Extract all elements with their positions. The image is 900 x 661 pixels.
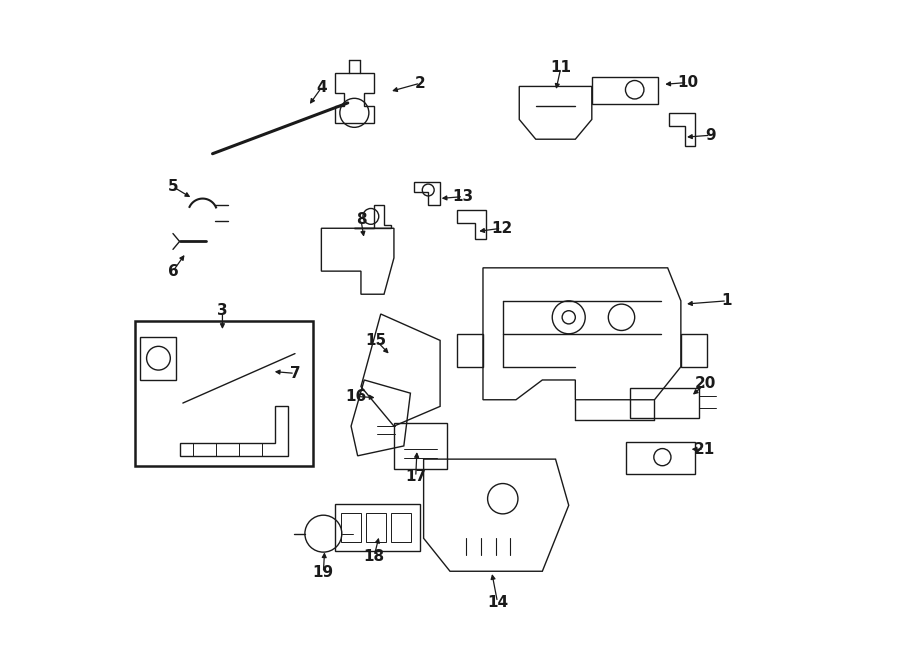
Text: 4: 4	[316, 80, 327, 95]
Text: 19: 19	[313, 565, 334, 580]
Text: 2: 2	[415, 75, 426, 91]
Text: 21: 21	[693, 442, 715, 457]
Text: 10: 10	[677, 75, 698, 90]
Text: 14: 14	[487, 595, 508, 609]
Bar	[135, 321, 313, 466]
Text: 17: 17	[405, 469, 427, 485]
Bar	[366, 512, 386, 541]
Bar	[394, 423, 446, 469]
Text: 18: 18	[364, 549, 384, 564]
Text: 8: 8	[356, 212, 366, 227]
Bar	[140, 337, 176, 380]
Text: 12: 12	[491, 221, 512, 236]
Text: 3: 3	[217, 303, 228, 318]
Text: 20: 20	[695, 375, 716, 391]
Bar	[335, 504, 420, 551]
Bar	[630, 388, 699, 418]
Bar	[592, 77, 658, 104]
Text: 13: 13	[453, 189, 473, 204]
Text: 5: 5	[167, 179, 178, 194]
Bar	[341, 512, 361, 541]
Text: 15: 15	[365, 333, 387, 348]
Text: 6: 6	[167, 264, 178, 279]
Text: 11: 11	[550, 60, 572, 75]
Bar	[392, 512, 411, 541]
Text: 7: 7	[290, 366, 301, 381]
Text: 16: 16	[346, 389, 367, 404]
Bar	[626, 442, 696, 474]
Text: 1: 1	[722, 293, 733, 308]
Text: 9: 9	[706, 128, 716, 143]
